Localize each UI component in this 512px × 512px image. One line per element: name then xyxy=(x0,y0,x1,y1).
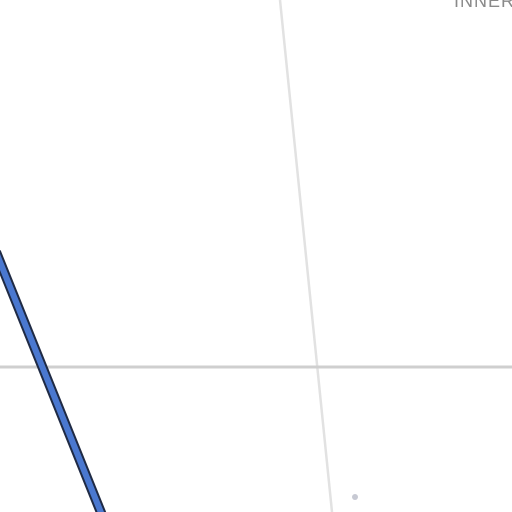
highway-casing xyxy=(0,250,107,512)
area-label: INNER xyxy=(454,0,512,11)
minor-road xyxy=(278,0,334,512)
poi-marker[interactable] xyxy=(352,494,358,500)
highway-road[interactable] xyxy=(0,252,105,512)
